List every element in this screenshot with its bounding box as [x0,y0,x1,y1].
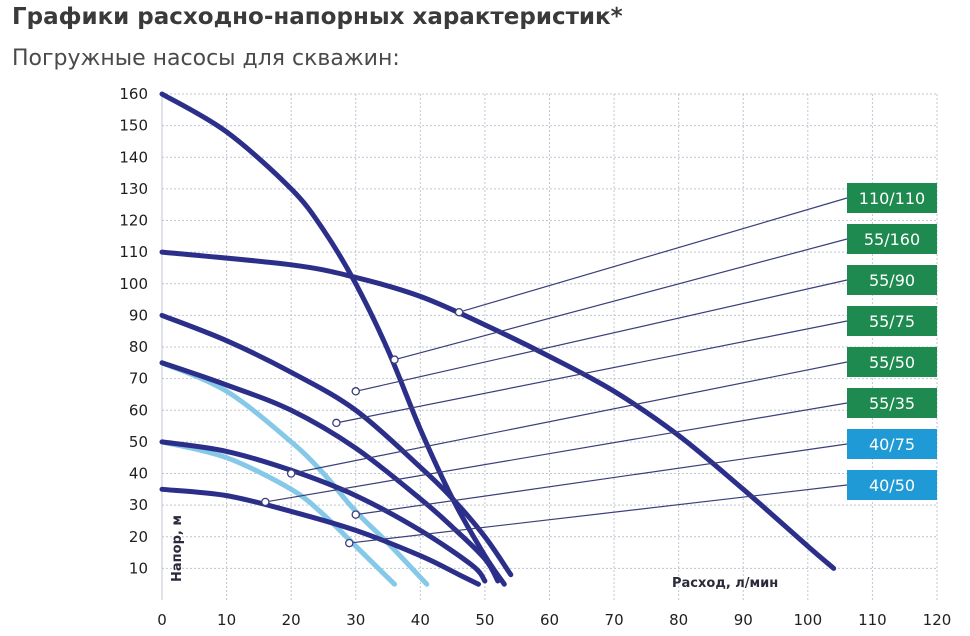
y-tick-label: 110 [119,243,148,261]
x-tick-label: 120 [923,611,952,629]
x-tick-label: 40 [411,611,430,629]
x-tick-label: 80 [669,611,688,629]
marker-55-75 [332,418,341,428]
legend-badge-40-75 [847,429,937,459]
series-line-40-50 [159,439,397,587]
series-line-55-75 [159,360,501,584]
leader-line-55-50 [291,361,848,475]
series-line-55-160 [159,91,507,587]
y-tick-label: 60 [129,401,148,419]
series-line-55-90 [159,312,514,578]
y-tick-label: 40 [129,465,148,483]
x-tick-label: 70 [605,611,624,629]
leader-line-55-90 [355,279,848,392]
x-tick-label: 0 [157,611,167,629]
leader-line-55-75 [336,320,848,424]
marker-55-160 [390,355,399,364]
x-tick-label: 100 [794,611,823,629]
y-tick-label: 160 [119,85,148,103]
y-tick-label: 90 [129,306,148,324]
leader-line-40-50 [349,484,848,544]
y-tick-label: 80 [129,338,148,356]
y-axis-label: Напор, м [170,515,185,582]
series-line-55-35 [159,486,481,587]
x-tick-label: 110 [858,611,887,629]
x-tick-label: 20 [282,611,301,629]
legend-label-55-160: 55/160 [864,230,920,249]
y-axis-ticks: 10 20 30 40 50 60 70 80 90 100 110 120 130 140 150 160 [119,85,148,577]
y-tick-label: 50 [129,433,148,451]
marker-40-50 [345,538,354,548]
x-tick-label: 30 [346,611,365,629]
leader-lines [261,197,848,548]
y-tick-label: 10 [129,559,148,577]
legend-badge-55-35 [847,388,937,418]
marker-40-75 [351,510,360,519]
legend-badge-55-90 [847,265,937,295]
x-axis-label: Расход, л/мин [672,576,778,591]
legend-label-55-50: 55/50 [869,353,915,372]
legend-label-40-50: 40/50 [869,476,915,495]
legend-label-55-90: 55/90 [869,271,915,290]
y-tick-label: 100 [119,275,148,293]
y-tick-label: 30 [129,496,148,514]
y-tick-label: 150 [119,117,148,135]
leader-line-40-75 [355,443,848,516]
y-tick-label: 70 [129,370,148,388]
y-tick-label: 130 [119,180,148,198]
legend-badges: 110/110 55/160 55/90 55/75 55/50 55/35 40/75 40… [847,183,937,500]
legend-badge-55-50 [847,347,937,377]
legend-label-55-35: 55/35 [869,394,915,413]
y-tick-label: 120 [119,212,148,230]
x-tick-label: 90 [734,611,753,629]
series-line-110-110 [159,249,837,571]
y-tick-label: 140 [119,148,148,166]
marker-55-35 [261,497,270,507]
legend-badge-55-75 [847,306,937,336]
x-tick-label: 50 [475,611,494,629]
legend-label-110-110: 110/110 [859,189,925,208]
marker-55-50 [286,469,296,478]
page-title: Графики расходно-напорных характеристик* [12,4,623,30]
x-axis-ticks: 0 10 20 30 40 50 60 70 80 90 100 110 120 [157,611,951,629]
legend-label-40-75: 40/75 [869,435,915,454]
marker-110-110 [454,307,464,317]
leader-line-110-110 [458,197,848,313]
leader-line-55-160 [394,238,848,361]
chart-grid [161,93,938,600]
legend-badge-40-50 [847,470,937,500]
marker-55-90 [351,387,360,396]
series-line-55-50 [159,439,488,584]
y-tick-label: 20 [129,528,148,546]
x-tick-label: 10 [217,611,236,629]
legend-badge-110-110 [847,183,937,213]
legend-badge-55-160 [847,224,937,254]
page-subtitle: Погружные насосы для скважин: [12,46,400,71]
series-curves [159,91,837,587]
leader-line-55-35 [265,402,848,503]
legend-label-55-75: 55/75 [869,312,915,331]
x-tick-label: 60 [540,611,559,629]
